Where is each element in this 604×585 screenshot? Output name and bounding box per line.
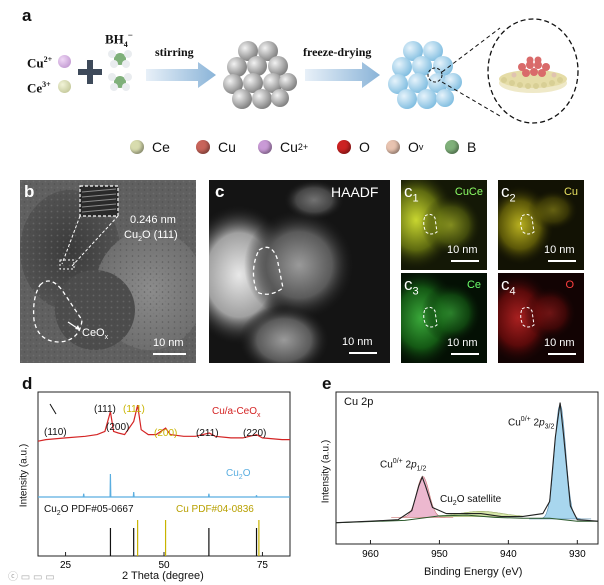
stirring-arrow-icon bbox=[146, 62, 216, 88]
scale-bar bbox=[349, 352, 377, 354]
series-raw bbox=[335, 402, 599, 524]
plus-sign-icon bbox=[78, 60, 102, 84]
freeze-drying-label: freeze-drying bbox=[303, 45, 372, 59]
legend-cu2plus: Cu 2+ bbox=[258, 138, 308, 156]
hrtem-image: b 0.246 nm Cu2O (111) CeOx 10 nm bbox=[20, 180, 196, 363]
x-tick-label-3: 930 bbox=[569, 549, 586, 560]
legend-series-cu2o: Cu2O bbox=[226, 468, 251, 481]
panel-label-c: c bbox=[215, 182, 225, 201]
cu-ion-label: Cu2+ bbox=[27, 55, 53, 71]
freeze-drying-arrow-icon bbox=[305, 62, 380, 88]
peak-label-111: (111) bbox=[94, 404, 116, 415]
annotation-2p12: Cu0/+ 2p1/2 bbox=[380, 458, 427, 473]
legend-o: O bbox=[337, 138, 370, 156]
scale-bar-label: 10 nm bbox=[342, 336, 373, 348]
x-tick-label-0: 25 bbox=[60, 560, 72, 571]
borohydride-molecule-icon bbox=[108, 50, 132, 91]
xrd-y-axis-label: Intensity (a.u.) bbox=[18, 443, 30, 508]
peak-label-211: (211) bbox=[196, 428, 219, 439]
scale-bar bbox=[548, 260, 576, 262]
scale-bar bbox=[548, 353, 576, 355]
zoom-guide-lines bbox=[441, 27, 501, 117]
xrd-x-axis-label: 2 Theta (degree) bbox=[122, 570, 204, 582]
borohydride-label: BH4− bbox=[105, 30, 133, 49]
eds-map-cuce: c1 CuCe 10 nm bbox=[401, 180, 487, 270]
x-tick-label-1: 50 bbox=[158, 560, 170, 571]
peak-label-200: (200) bbox=[106, 422, 130, 433]
map-label-c3: c3 bbox=[404, 275, 419, 298]
watermark: ⓒ ▭ ▭ ▭ bbox=[8, 572, 55, 583]
peak-label-220: (220) bbox=[243, 428, 267, 439]
xrd-chart: 25 50 75 bbox=[37, 391, 291, 571]
peak-label-cu-111: (111) bbox=[123, 404, 145, 415]
o-atom-icon bbox=[337, 140, 351, 154]
scale-bar bbox=[451, 353, 479, 355]
panel-label-e: e bbox=[322, 374, 332, 393]
xps-x-axis-label: Binding Energy (eV) bbox=[424, 566, 523, 578]
haadf-mode-label: HAADF bbox=[331, 184, 379, 200]
zoomed-surface-model bbox=[487, 18, 579, 124]
ceox-label: CeOx bbox=[82, 327, 109, 342]
stirring-label: stirring bbox=[155, 45, 194, 59]
legend-b: B bbox=[445, 138, 476, 156]
d-spacing-label: 0.246 nm bbox=[130, 214, 176, 226]
x-tick-label-1: 950 bbox=[431, 549, 448, 560]
map-element-c3: Ce bbox=[466, 279, 481, 291]
annotation-satellite: Cu2O satellite bbox=[440, 494, 502, 507]
b-atom-icon bbox=[445, 140, 459, 154]
x-tick-label-2: 940 bbox=[500, 549, 517, 560]
eds-map-cu: c2 Cu 10 nm bbox=[498, 180, 584, 270]
ref-label-cu: Cu PDF#04-0836 bbox=[176, 504, 254, 515]
panel-label-b: b bbox=[24, 182, 35, 201]
cu2o-phase-label: Cu2O (111) bbox=[124, 229, 178, 244]
map-label-c4: c4 bbox=[501, 275, 516, 298]
xps-chart: 960 950 940 930 bbox=[335, 391, 599, 560]
oxygen-vacancy-icon bbox=[386, 140, 400, 154]
xps-y-axis-label: Intensity (a.u.) bbox=[320, 439, 332, 504]
map-label-c1: c1 bbox=[404, 182, 419, 205]
legend-ce: Ce bbox=[130, 138, 170, 156]
scale-bar-label: 10 nm bbox=[544, 244, 575, 256]
map-label-c2: c2 bbox=[501, 182, 516, 205]
gray-particle-cluster bbox=[223, 41, 297, 109]
annotation-2p32: Cu0/+ 2p3/2 bbox=[508, 416, 555, 431]
cu2plus-ion-icon bbox=[258, 140, 272, 154]
scale-bar bbox=[153, 353, 186, 355]
background-line bbox=[335, 514, 598, 524]
ce-ion-sphere bbox=[58, 80, 71, 93]
cu-ion-sphere bbox=[58, 55, 71, 68]
cu-atom-icon bbox=[196, 140, 210, 154]
peak-label-cu-200: (200) bbox=[154, 428, 178, 439]
x-tick-label-0: 960 bbox=[362, 549, 379, 560]
ref-label-cu2o: Cu2O PDF#05-0667 bbox=[44, 504, 134, 517]
peak-arrow bbox=[49, 403, 57, 415]
panel-label-d: d bbox=[22, 374, 33, 393]
panel-label-a: a bbox=[22, 6, 32, 25]
x-tick-label-2: 75 bbox=[257, 560, 269, 571]
scale-bar-label: 10 nm bbox=[447, 244, 478, 256]
haadf-image: c HAADF 10 nm bbox=[209, 180, 390, 363]
legend-cu: Cu bbox=[196, 138, 236, 156]
xps-title: Cu 2p bbox=[344, 396, 374, 408]
eds-map-o: c4 O 10 nm bbox=[498, 273, 584, 363]
eds-map-ce: c3 Ce 10 nm bbox=[401, 273, 487, 363]
peak-label-110: (110) bbox=[44, 427, 67, 438]
scale-bar-label: 10 nm bbox=[544, 337, 575, 349]
blue-particle-cluster bbox=[388, 41, 462, 109]
ce-ion-label: Ce3+ bbox=[27, 80, 51, 96]
series-cu2o bbox=[38, 473, 290, 498]
ce-atom-icon bbox=[130, 140, 144, 154]
map-element-c1: CuCe bbox=[454, 186, 483, 198]
scale-bar-label: 10 nm bbox=[153, 337, 184, 349]
series-cu-a-ceox bbox=[37, 404, 290, 442]
scale-bar bbox=[451, 260, 479, 262]
map-element-c4: O bbox=[565, 279, 574, 291]
legend-series-cu-a-ceox: Cu/a-CeOx bbox=[212, 406, 261, 419]
map-element-c2: Cu bbox=[563, 186, 578, 198]
scale-bar-label: 10 nm bbox=[447, 337, 478, 349]
